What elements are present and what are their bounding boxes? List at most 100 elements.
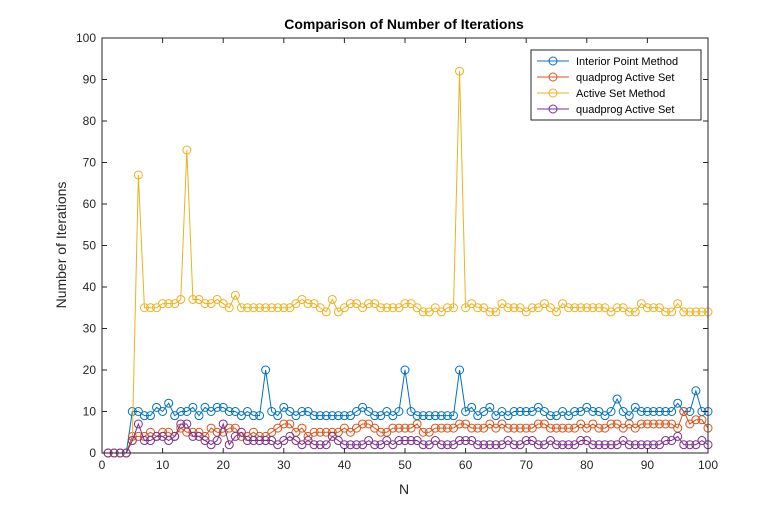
data-point [679,407,689,416]
data-point [291,411,301,421]
data-point [673,398,683,408]
data-point [636,407,646,416]
y-tick-label: 80 [83,114,97,128]
data-point [297,407,307,416]
data-point [236,303,246,313]
data-point [170,299,180,309]
data-point [539,419,549,429]
legend-entry: quadprog Active Set [537,72,674,84]
data-point [327,294,337,304]
data-point [170,431,180,441]
data-point [515,303,525,313]
data-point [164,436,174,446]
legend-marker [548,88,558,98]
data-point [600,303,610,313]
legend-entry: Interior Point Method [537,56,678,68]
data-point [400,423,410,433]
x-tick-label: 80 [580,458,594,472]
data-point [388,411,398,421]
data-point [648,440,658,450]
data-point [691,386,701,396]
data-point [206,407,216,416]
data-point [448,440,458,450]
data-point [600,423,610,433]
data-point [224,440,234,450]
data-point [497,419,507,429]
data-point [176,294,186,304]
data-point [127,407,137,416]
data-point [582,423,592,433]
data-point [503,303,513,313]
data-point [618,303,628,313]
data-point [218,299,228,309]
data-point [127,436,137,446]
data-point [424,427,434,437]
data-point [630,423,640,433]
data-point [309,299,319,309]
data-point [612,303,622,313]
data-point [655,419,665,429]
data-point [491,307,501,317]
data-point [400,436,410,446]
data-point [279,402,289,412]
data-point [473,303,483,313]
data-point [279,419,289,429]
data-point [279,303,289,313]
data-point [321,411,331,421]
data-point [467,299,477,309]
data-point [612,440,622,450]
data-point [545,436,555,446]
data-point [685,407,695,416]
data-point [297,294,307,304]
data-point [576,419,586,429]
data-point [145,303,155,313]
data-point [255,411,265,421]
data-point [436,411,446,421]
data-point [503,436,513,446]
y-tick-label: 60 [83,197,97,211]
data-point [152,431,162,441]
data-point [315,411,325,421]
data-point [261,436,271,446]
data-point [667,436,677,446]
data-point [430,423,440,433]
data-point [212,402,222,412]
x-tick-label: 70 [520,458,534,472]
data-point [206,440,216,450]
data-point [406,299,416,309]
data-point [430,436,440,446]
data-point [515,423,525,433]
data-point [552,307,561,317]
series-2 [103,407,713,458]
data-point [430,303,440,313]
data-point [600,440,610,450]
x-tick-label: 30 [277,458,291,472]
data-point [382,303,392,313]
data-point [255,303,265,313]
data-point [594,440,604,450]
data-point [527,303,537,313]
data-point [412,419,422,429]
data-point [503,423,513,433]
data-point [358,402,368,412]
data-point [618,423,628,433]
data-point [697,307,707,317]
data-point [206,423,216,433]
data-point [558,299,568,309]
data-point [673,431,683,441]
data-point [327,431,337,441]
data-point [467,436,477,446]
data-point [230,407,240,416]
data-point [642,419,652,429]
data-point [527,436,537,446]
y-tick-label: 30 [83,322,97,336]
data-point [249,436,258,446]
data-point [479,407,489,416]
data-point [527,407,537,416]
y-axis-label: Number of Iterations [53,182,69,309]
legend-marker [548,72,558,82]
data-point [455,419,465,429]
data-point [564,303,574,313]
data-point [691,307,701,317]
data-point [697,415,707,425]
